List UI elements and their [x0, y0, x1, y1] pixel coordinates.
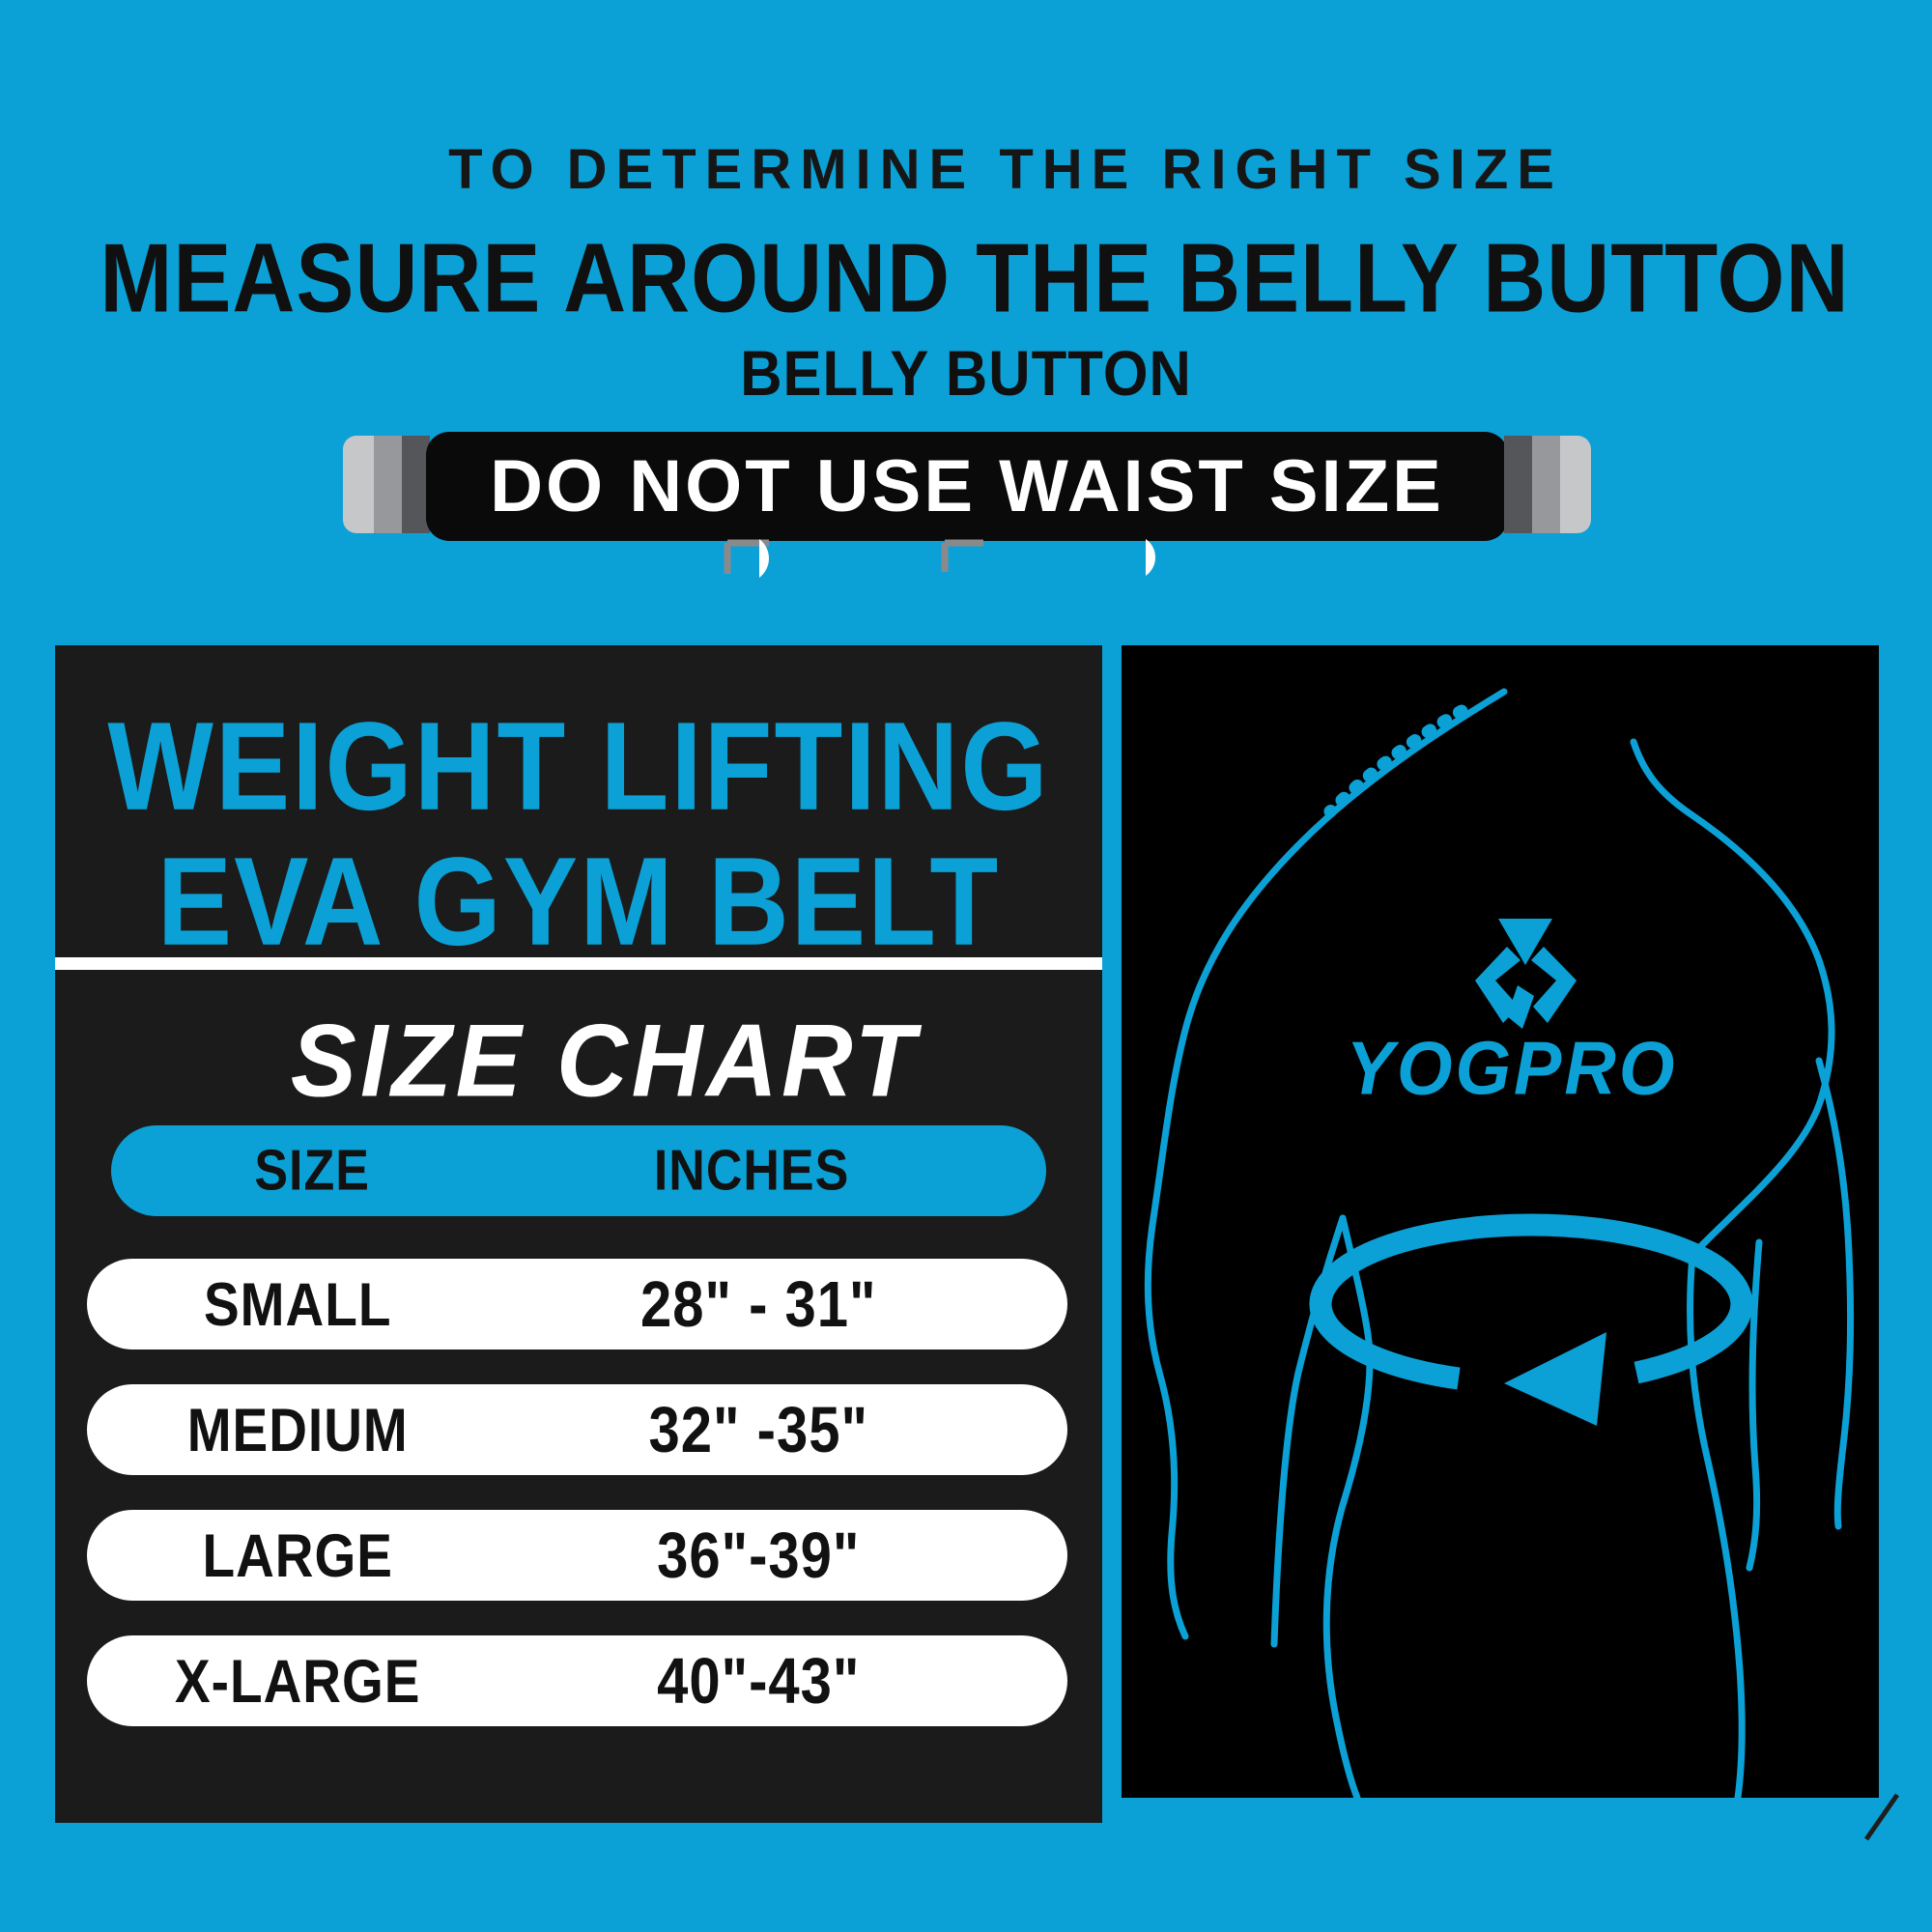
belly-button-label: BELLY BUTTON — [740, 337, 1192, 410]
table-row: SMALL 28" - 31" — [87, 1259, 1067, 1350]
size-chart-heading: SIZE CHART — [290, 1003, 920, 1119]
corner-curl-icon — [1863, 1793, 1900, 1841]
product-title-line-1: WEIGHT LIFTING — [107, 696, 1050, 837]
brand-panel: YOGPRO — [1122, 645, 1879, 1798]
belt-body: DO NOT USE WAIST SIZE — [426, 432, 1508, 541]
brand-name: YOGPRO — [1346, 1025, 1678, 1111]
inches-cell: 28" - 31" — [639, 1267, 877, 1341]
table-row: MEDIUM 32" -35" — [87, 1384, 1067, 1475]
column-header-inches: INCHES — [653, 1138, 850, 1204]
size-chart-panel: WEIGHT LIFTING EVA GYM BELT SIZE CHART S… — [55, 645, 1102, 1823]
yogpro-y-icon — [1475, 919, 1577, 1029]
table-row: X-LARGE 40"-43" — [87, 1635, 1067, 1726]
size-cell: SMALL — [204, 1269, 392, 1339]
instruction-line-1: TO DETERMINE THE RIGHT SIZE — [448, 138, 1563, 201]
divider-line — [55, 957, 1102, 970]
belt-end-left — [343, 436, 430, 533]
column-header-size: SIZE — [254, 1138, 370, 1204]
waist-measure-arrow-icon — [1309, 1213, 1753, 1426]
table-header-row: SIZE INCHES — [111, 1125, 1046, 1216]
size-cell: MEDIUM — [186, 1395, 409, 1464]
inches-cell: 40"-43" — [657, 1644, 861, 1718]
instruction-line-2: MEASURE AROUND THE BELLY BUTTON — [99, 224, 1850, 333]
product-title-line-2: EVA GYM BELT — [156, 831, 1001, 972]
size-cell: X-LARGE — [174, 1646, 421, 1716]
size-cell: LARGE — [202, 1520, 393, 1590]
torso-outline-graphic — [1144, 688, 1855, 1798]
belt-end-right — [1504, 436, 1591, 533]
inches-cell: 36"-39" — [657, 1519, 861, 1592]
inches-cell: 32" -35" — [648, 1393, 868, 1466]
tape-tick-marks-icon — [724, 539, 1156, 578]
belt-graphic: DO NOT USE WAIST SIZE — [343, 432, 1591, 541]
belt-warning-label: DO NOT USE WAIST SIZE — [490, 445, 1444, 527]
table-row: LARGE 36"-39" — [87, 1510, 1067, 1601]
